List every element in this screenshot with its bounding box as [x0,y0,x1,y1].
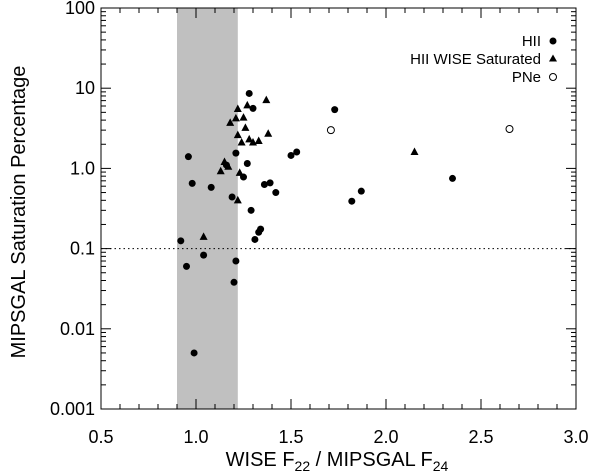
legend-marker-hii-wise-saturated [549,54,557,62]
x-tick-label: 2.5 [468,427,493,447]
x-tick-labels: 0.5 1.0 1.5 2.0 2.5 3.0 [88,427,588,447]
y-tick-label: 100 [65,0,95,18]
point-hii [257,225,265,233]
x-axis-title: WISE F22 / MIPSGAL F24 [226,449,449,472]
point-hii-wise-saturated [245,134,254,143]
point-pne [505,124,514,133]
point-hii-wise-saturated [199,232,208,240]
point-hii [243,160,251,168]
legend-marker-hii [549,37,557,45]
x-tick-label: 1.5 [278,427,303,447]
legend-label-hii: HII [522,33,541,50]
point-hii-wise-saturated [233,195,242,204]
point-hii-wise-saturated [243,100,252,109]
axis-ticks [100,7,577,410]
legend: HII HII WISE Saturated PNe [410,33,557,86]
y-tick-label: 1.0 [70,158,95,178]
point-hii [190,349,198,357]
point-hii [331,106,339,114]
point-hii-wise-saturated [233,130,242,139]
legend-label-pne: PNe [512,69,541,86]
y-tick-labels: 0.001 0.01 0.1 1.0 10 100 [50,0,95,419]
point-hii [449,174,456,182]
point-hii [249,104,257,112]
point-hii [188,179,196,187]
point-hii [177,237,185,245]
point-hii [247,206,255,214]
point-hii [184,153,192,161]
y-tick-label: 10 [75,78,95,98]
point-hii-wise-saturated [224,162,233,170]
x-tick-label: 3.0 [563,427,588,447]
y-tick-label: 0.001 [50,399,95,419]
point-hii [293,148,301,156]
x-tick-label: 0.5 [88,427,113,447]
point-hii [245,89,253,97]
point-hii [232,257,240,265]
plot-frame [100,7,577,410]
point-hii-wise-saturated [226,118,235,126]
x-tick-label: 1.0 [183,427,208,447]
point-hii-wise-saturated [254,136,263,144]
point-hii [230,278,238,286]
point-hii-wise-saturated [220,157,229,166]
data-points [177,89,514,357]
y-tick-label: 0.01 [60,319,95,339]
point-hii [260,180,268,188]
point-hii-wise-saturated [233,104,242,113]
point-hii-wise-saturated [237,138,246,146]
point-hii [183,262,190,270]
point-hii [357,187,365,195]
point-hii-wise-saturated [216,166,225,175]
point-hii-wise-saturated [231,113,240,122]
point-hii-wise-saturated [241,123,250,131]
point-hii-wise-saturated [410,147,419,156]
point-hii-wise-saturated [262,95,271,104]
point-hii [251,235,259,243]
legend-marker-pne [549,73,557,81]
legend-label-hii-wise-saturated: HII WISE Saturated [410,51,541,68]
y-axis-title: MIPSGAL Saturation Percentage [8,66,30,359]
point-hii-wise-saturated [239,113,248,121]
point-hii [228,193,236,201]
point-hii-wise-saturated [235,168,244,176]
point-hii [272,189,280,197]
point-hii [232,149,240,157]
point-hii [207,183,215,191]
point-hii [287,151,295,159]
point-hii [266,179,274,187]
point-hii [200,251,208,259]
y-tick-label: 0.1 [70,239,95,259]
point-hii [348,197,356,205]
point-hii-wise-saturated [264,129,273,137]
point-pne [326,126,335,135]
x-tick-label: 2.0 [373,427,398,447]
shaded-band [177,8,238,409]
